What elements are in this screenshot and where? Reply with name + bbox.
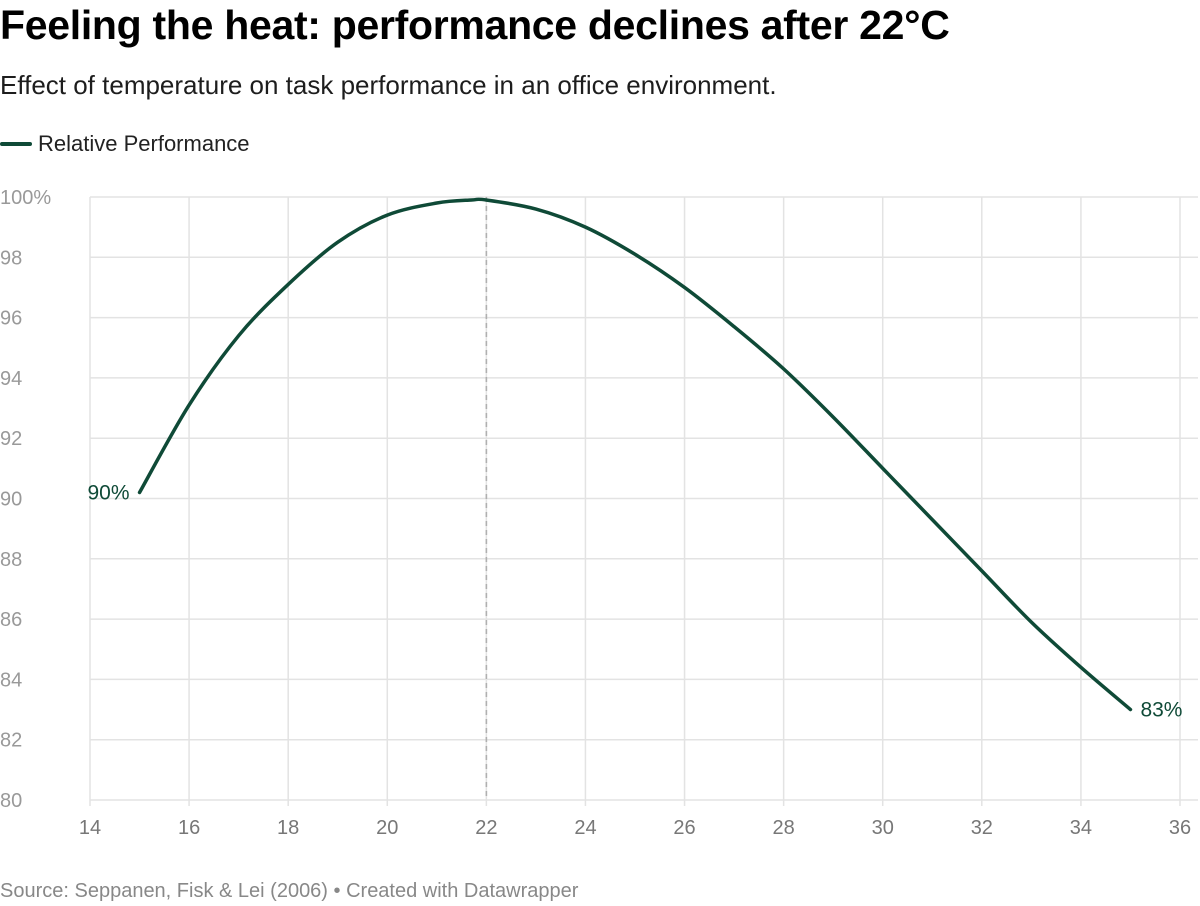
y-tick-label: 92 [0, 428, 22, 450]
data-label: 83% [1140, 699, 1182, 722]
legend: Relative Performance [0, 130, 250, 158]
y-tick-label: 96 [0, 308, 22, 330]
y-tick-label: 88 [0, 549, 22, 571]
x-tick-label: 24 [574, 817, 596, 839]
source-note: Source: Seppanen, Fisk & Lei (2006) • Cr… [0, 880, 579, 902]
x-tick-label: 26 [673, 817, 695, 839]
data-label: 90% [88, 481, 130, 504]
y-tick-label: 80 [0, 790, 22, 812]
x-tick-label: 20 [376, 817, 398, 839]
chart-subtitle: Effect of temperature on task performanc… [0, 70, 777, 100]
y-tick-label: 98 [0, 247, 22, 269]
x-tick-label: 32 [971, 817, 993, 839]
x-tick-label: 34 [1070, 817, 1092, 839]
x-tick-label: 36 [1169, 817, 1191, 839]
x-tick-label: 14 [79, 817, 101, 839]
x-tick-label: 16 [178, 817, 200, 839]
x-tick-label: 30 [872, 817, 894, 839]
y-tick-label: 90 [0, 489, 22, 511]
x-tick-label: 18 [277, 817, 299, 839]
series-line-relative-performance [137, 197, 1133, 712]
chart-title: Feeling the heat: performance declines a… [0, 2, 950, 48]
y-tick-label: 82 [0, 730, 22, 752]
y-tick-label: 84 [0, 669, 22, 691]
x-tick-label: 22 [475, 817, 497, 839]
legend-swatch [0, 142, 32, 146]
y-tick-label: 100% [0, 187, 51, 209]
legend-label: Relative Performance [38, 131, 250, 156]
x-tick-label: 28 [773, 817, 795, 839]
y-tick-label: 94 [0, 368, 22, 390]
y-tick-label: 86 [0, 609, 22, 631]
